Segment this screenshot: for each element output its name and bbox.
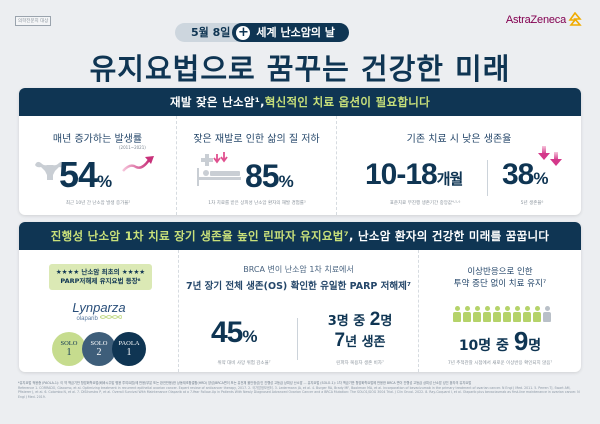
- trial-circles: SOLO 1 SOLO 2 PAOLA 1: [52, 332, 146, 366]
- person-icon: [473, 306, 481, 322]
- survival-note: 5년 생존율⁶: [520, 201, 544, 206]
- risk-reduction-value: 45%: [211, 316, 258, 349]
- indication-footnote: *유지요법 적응증 (PAOLA-1): 이 약 백금기반 항암화학요법(베바시…: [18, 381, 472, 385]
- person-icon: [463, 306, 471, 322]
- lynparza-intro: ★★★★ 난소암 최초의 ★★★★ PARP저해제 유지요법 등장⁸ Lynpa…: [19, 250, 179, 372]
- stat-heading: 기존 치료 시 낮은 생존율: [406, 134, 512, 145]
- stat-heading: 매년 증가하는 발생률: [52, 134, 143, 145]
- pfs-note: 표준치료 무진행 생존기간 중앙값⁴·⁵·⁶: [389, 201, 461, 206]
- survival-ratio: 3명 중 2명 7년 생존: [327, 309, 393, 351]
- plus-icon: +: [236, 24, 251, 40]
- footnotes: *유지요법 적응증 (PAOLA-1): 이 약 백금기반 항암화학요법(베바시…: [18, 381, 584, 399]
- date-label: 5월 8일: [175, 23, 241, 42]
- divider: [487, 160, 488, 196]
- generic-name: olaparib: [19, 314, 179, 322]
- hospital-bed-icon: [197, 152, 241, 186]
- references: Reference 1. CORRADO, Giacomo, et al. Op…: [18, 385, 580, 399]
- person-icon: [503, 306, 511, 322]
- continuation-note: 7년 추적관찰 시점에서 새로운 이상반응 확인되지 않음⁷: [447, 361, 553, 366]
- tolerability: 이상반응으로 인한 투약 중단 없이 치료 유지⁷ 10명 중 9명 7년 추적…: [419, 250, 581, 372]
- person-icon: [493, 306, 501, 322]
- trial-paola1: PAOLA 1: [112, 332, 146, 366]
- brand-name: Lynparza: [72, 300, 126, 315]
- panel-need-header: 재발 잦은 난소암¹, 혁신적인 치료 옵션이 필요합니다: [19, 88, 581, 116]
- person-icon-gray: [543, 306, 551, 322]
- stat-value: 54%: [59, 154, 112, 195]
- person-icon: [453, 306, 461, 322]
- year-range: (2011~2021): [119, 145, 146, 150]
- stat-heading: 잦은 재발로 인한 삶의 질 저하: [193, 134, 320, 145]
- badge-line1: ★★★★ 난소암 최초의 ★★★★: [55, 268, 146, 276]
- trend-up-arrow-icon: [122, 156, 154, 172]
- stat-survival: 기존 치료 시 낮은 생존율 10-18개월 표준치료 무진행 생존기간 중앙값…: [337, 116, 581, 215]
- stat-incidence: 매년 증가하는 발생률 (2011~2021) 54% 최근 10년 간 난소암…: [19, 116, 177, 215]
- band-suffix: , 난소암 환자의 건강한 미래를 꿈꿉니다: [349, 229, 550, 243]
- astrazeneca-mark-icon: [568, 12, 582, 26]
- survival-value: 38%: [502, 158, 549, 191]
- people-icons: [453, 306, 551, 322]
- uterus-icon: [35, 161, 65, 180]
- page-title: 유지요법으로 꿈꾸는 건강한 미래: [89, 52, 511, 86]
- event-label-wrap: + 세계 난소암의 날: [232, 23, 349, 42]
- stat-note: 1차 치료를 받은 상피성 난소암 환자의 재발 경험률³: [208, 201, 306, 206]
- overall-survival: BRCA 변이 난소암 1차 치료에서 7년 장기 전체 생존(OS) 확인한 …: [179, 250, 419, 372]
- continuation-value: 10명 중 9명: [458, 326, 542, 356]
- arrows-down-icon: [538, 146, 562, 166]
- badge-line2: PARP저해제 유지요법 등장⁸: [60, 277, 141, 285]
- person-icon: [483, 306, 491, 322]
- astrazeneca-logo: AstraZeneca: [506, 12, 582, 28]
- person-icon: [513, 306, 521, 322]
- panel-need: 재발 잦은 난소암¹, 혁신적인 치료 옵션이 필요합니다 매년 증가하는 발생…: [19, 88, 581, 215]
- panel-lynparza: 진행성 난소암 1차 치료 장기 생존율 높인 린파자 유지요법⁷ , 난소암 …: [19, 222, 581, 372]
- divider: [297, 318, 298, 360]
- person-icon: [523, 306, 531, 322]
- first-parp-badge: ★★★★ 난소암 최초의 ★★★★ PARP저해제 유지요법 등장⁸: [49, 264, 152, 290]
- stat-value: 85%: [245, 158, 294, 194]
- pfs-value: 10-18개월: [365, 158, 463, 191]
- tolerability-heading: 이상반응으로 인한 투약 중단 없이 치료 유지⁷: [453, 267, 547, 289]
- audience-tag: 의학전문지 대상: [15, 16, 52, 26]
- band-highlight: 혁신적인 치료 옵션이 필요합니다: [264, 95, 430, 109]
- risk-reduction-note: 위약 대비 사망 위험 감소율⁷: [217, 361, 271, 366]
- event-label: 세계 난소암의 날: [256, 26, 335, 39]
- person-icon: [533, 306, 541, 322]
- os-heading1: BRCA 변이 난소암 1차 치료에서: [243, 265, 354, 274]
- stat-recurrence: 잦은 재발로 인한 삶의 질 저하 85% 1차 치료를 받은 상피성 난소암 …: [177, 116, 337, 215]
- band-highlight: 진행성 난소암 1차 치료 장기 생존율 높인 린파자 유지요법⁷: [50, 229, 350, 243]
- os-heading2: 7년 장기 전체 생존(OS) 확인한 유일한 PARP 저해제⁷: [185, 281, 412, 292]
- lynparza-logo: Lynparza olaparib: [19, 300, 179, 322]
- dna-wave-icon: [99, 315, 122, 319]
- panel-lynparza-header: 진행성 난소암 1차 치료 장기 생존율 높인 린파자 유지요법⁷ , 난소암 …: [19, 222, 581, 250]
- trial-solo1: SOLO 1: [52, 332, 86, 366]
- trial-solo2: SOLO 2: [82, 332, 116, 366]
- stat-note: 최근 10년 간 난소암 발생 증가율²: [65, 201, 131, 206]
- date-pill: 5월 8일 + 세계 난소암의 날: [175, 23, 349, 42]
- logo-text: AstraZeneca: [505, 14, 566, 26]
- survival-ratio-note: 린파자 복용자 생존 비자⁷: [336, 361, 384, 366]
- band-prefix: 재발 잦은 난소암¹,: [169, 95, 265, 109]
